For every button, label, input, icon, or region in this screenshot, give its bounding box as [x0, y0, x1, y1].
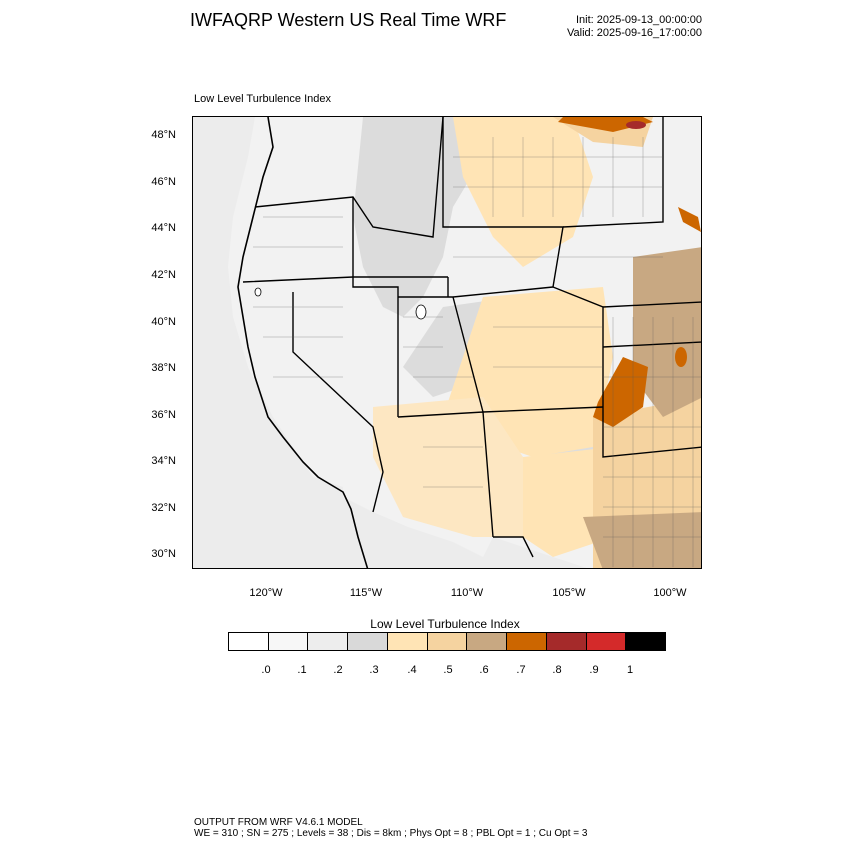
shading-tan-arizona: [373, 397, 523, 537]
pacific-coastline: [237, 117, 369, 568]
colorbar-title: Low Level Turbulence Index: [370, 617, 520, 631]
shading-red-north: [626, 121, 646, 129]
turbulence-map: [193, 117, 701, 568]
colorbar-label-6: .6: [479, 664, 489, 676]
lat-label-40: 40°N: [151, 316, 176, 328]
colorbar-box-8: [546, 633, 587, 650]
colorbar-label-7: .7: [516, 664, 526, 676]
colorbar-box-10: [626, 633, 666, 650]
footer-line-2: WE = 310 ; SN = 275 ; Levels = 38 ; Dis …: [194, 828, 588, 839]
lat-label-38: 38°N: [151, 362, 176, 374]
colorbar-label-5: .5: [443, 664, 453, 676]
colorbar-label-3: .3: [369, 664, 379, 676]
colorbar-label-4: .4: [407, 664, 417, 676]
colorbar-label-1: .1: [297, 664, 307, 676]
init-time: Init: 2025-09-13_00:00:00: [576, 14, 702, 26]
lat-label-34: 34°N: [151, 455, 176, 467]
terrain-gray-north: [353, 117, 493, 317]
colorbar-box-7: [507, 633, 547, 650]
lat-label-30: 30°N: [151, 548, 176, 560]
lat-label-48: 48°N: [151, 129, 176, 141]
shading-orange-oklahoma: [675, 347, 687, 367]
colorbar-label-8: .8: [552, 664, 562, 676]
colorbar-box-9: [586, 633, 627, 650]
colorbar-box-4: [387, 633, 428, 650]
shading-orange-dakota: [678, 207, 701, 232]
plot-title: Low Level Turbulence Index: [194, 93, 331, 105]
lon-label-100: 100°W: [653, 587, 687, 599]
lon-label-120: 120°W: [249, 587, 283, 599]
lat-label-46: 46°N: [151, 176, 176, 188]
colorbar-box-6: [467, 633, 508, 650]
lat-label-44: 44°N: [151, 222, 176, 234]
lat-label-32: 32°N: [151, 502, 176, 514]
colorbar-box-2: [308, 633, 349, 650]
colorbar-box-5: [427, 633, 468, 650]
valid-time: Valid: 2025-09-16_17:00:00: [567, 27, 702, 39]
shading-brown-south-texas: [583, 512, 701, 568]
colorbar-box-0: [229, 633, 269, 650]
init-valid-block: Init: 2025-09-13_00:00:00 Valid: 2025-09…: [540, 14, 702, 40]
shading-orange-kansas: [593, 357, 648, 427]
colorbar-label-9: .9: [589, 664, 599, 676]
lon-label-105: 105°W: [552, 587, 586, 599]
colorbar-box-3: [348, 633, 388, 650]
colorbar-label-2: .2: [333, 664, 343, 676]
main-title: IWFAQRP Western US Real Time WRF: [190, 10, 507, 30]
lake-tahoe: [254, 287, 262, 297]
great-salt-lake: [415, 304, 427, 320]
colorbar-label-0: .0: [261, 664, 271, 676]
lat-label-42: 42°N: [151, 269, 176, 281]
shading-orange-north: [558, 117, 653, 132]
lon-label-115: 115°W: [349, 587, 383, 599]
model-footer: OUTPUT FROM WRF V4.6.1 MODEL WE = 310 ; …: [194, 817, 587, 839]
lon-label-110: 110°W: [450, 587, 484, 599]
shading-brown-plains: [633, 247, 701, 417]
colorbar-box-1: [268, 633, 309, 650]
map-plot: [192, 116, 702, 569]
footer-line-1: OUTPUT FROM WRF V4.6.1 MODEL: [194, 817, 363, 828]
colorbar: [228, 632, 666, 651]
lat-label-36: 36°N: [151, 409, 176, 421]
colorbar-label-10: 1: [626, 664, 634, 676]
